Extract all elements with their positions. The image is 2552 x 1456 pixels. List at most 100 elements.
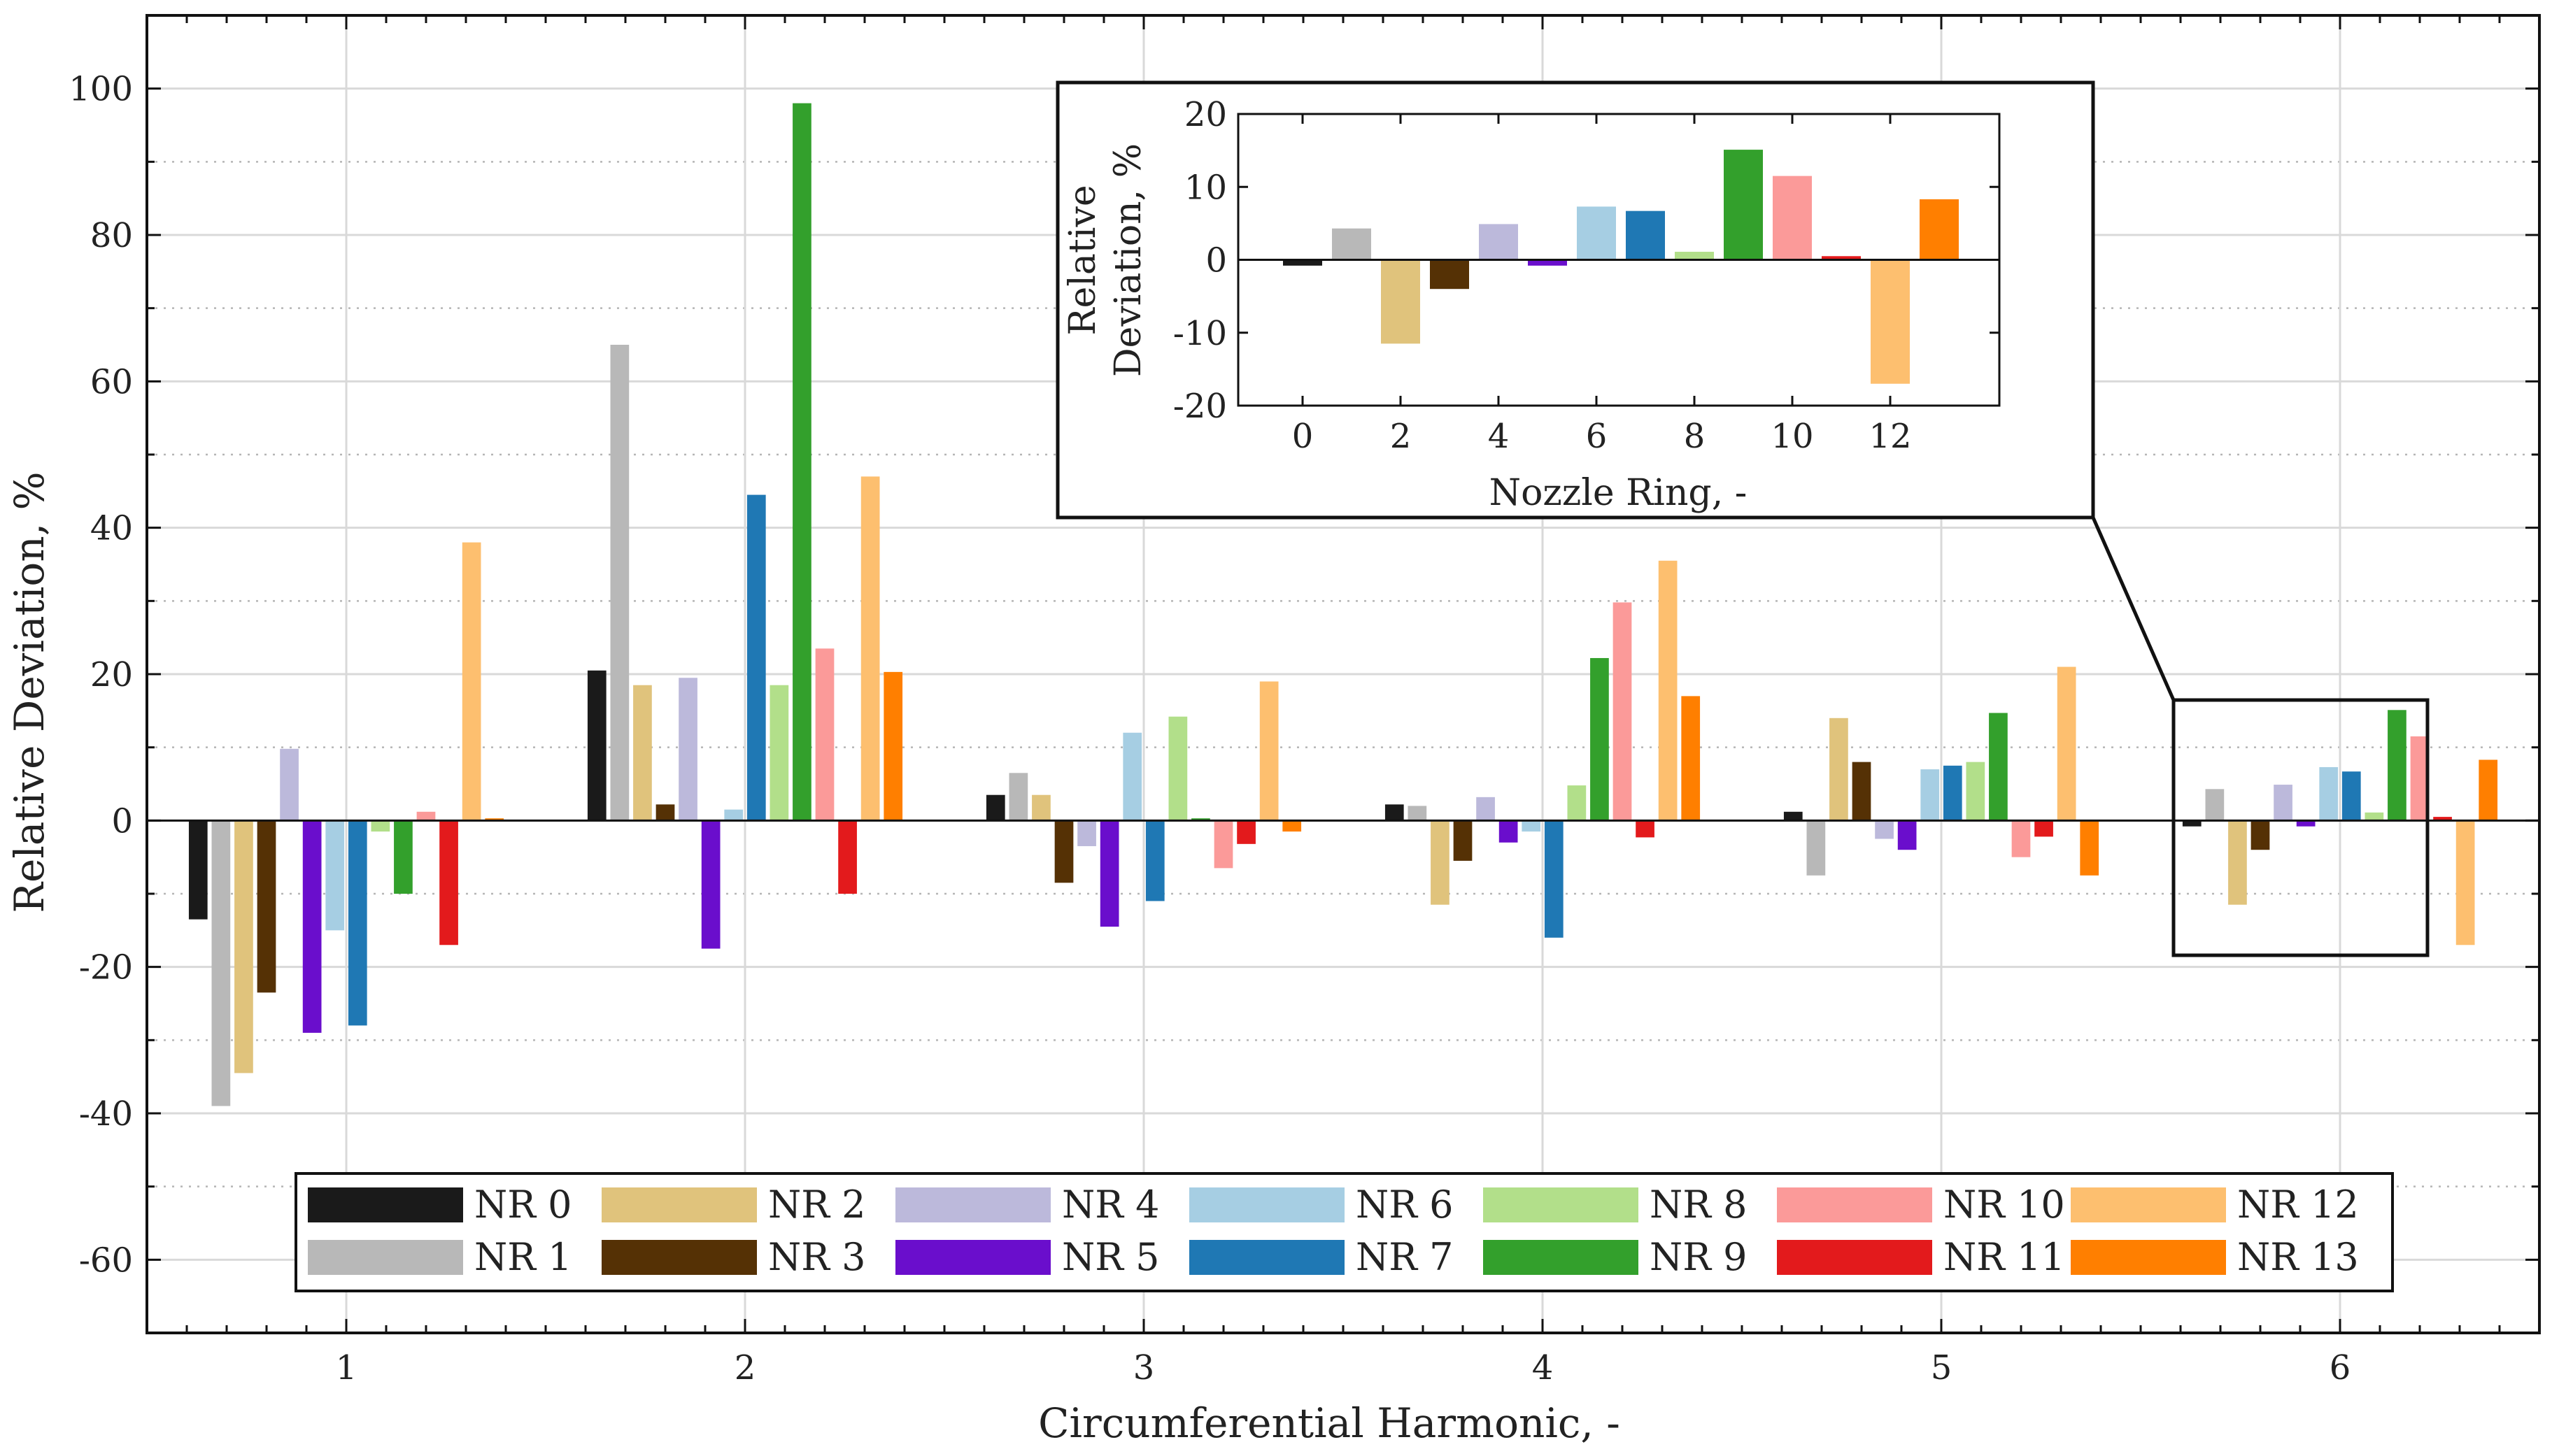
main-y-tick-labels: -60 -40 -20 0 20 40 60 80 100 <box>69 70 133 1280</box>
bar-nr-9-h4 <box>1590 657 1609 821</box>
bar-nr-6-h2 <box>724 809 744 821</box>
zoom-highlight-box <box>2171 698 2430 957</box>
bar-nr-3-h6 <box>2250 820 2270 850</box>
bar-nr-11-h1 <box>439 820 458 945</box>
inset-bars <box>1283 150 1959 384</box>
inset-outer-box <box>1056 80 2095 520</box>
bar-nr-8-h4 <box>1567 785 1587 821</box>
legend-label: NR 9 <box>1650 1235 1747 1279</box>
bar-nr-4-h6 <box>2274 785 2292 821</box>
main-y-axis-label: Relative Deviation, % <box>6 471 53 913</box>
y-tick-label: -20 <box>79 948 133 987</box>
bar-nr-12-h3 <box>1259 681 1279 821</box>
inset-x-tick-label: 12 <box>1869 417 1911 456</box>
bar-nr-2-h5 <box>1829 718 1848 821</box>
bar-nr-5-h5 <box>1897 820 1917 850</box>
bar-nr-6-h6 <box>2319 766 2339 821</box>
bar-nr-7-h2 <box>746 494 766 821</box>
bar-nr-13-h5 <box>2080 820 2099 876</box>
inset-x-tick-label: 4 <box>1488 417 1510 456</box>
bar-nr-5-h6 <box>2296 820 2316 827</box>
inset-bar-nr-10 <box>1773 176 1812 260</box>
y-tick-label: -60 <box>79 1241 133 1280</box>
bar-nr-11-h3 <box>1237 820 1256 844</box>
inset-bar-nr-4 <box>1479 224 1518 260</box>
legend-swatch <box>2071 1187 2226 1222</box>
bar-nr-5-h3 <box>1100 820 1119 927</box>
bar-nr-13-h6 <box>2479 759 2498 821</box>
bar-nr-3-h5 <box>1852 762 1871 821</box>
legend-swatch <box>1777 1187 1932 1222</box>
legend-swatch <box>308 1240 463 1275</box>
bar-nr-8-h5 <box>1966 762 1985 821</box>
bar-nr-2-h1 <box>234 820 253 1073</box>
bar-nr-1-h1 <box>211 820 231 1106</box>
inset-y-tick-label: 20 <box>1184 95 1227 134</box>
inset-tick-marks <box>1238 113 1999 407</box>
bar-nr-4-h4 <box>1476 797 1495 821</box>
inset-bar-nr-6 <box>1577 206 1616 260</box>
legend-swatch <box>895 1240 1051 1275</box>
bar-nr-0-h1 <box>188 820 208 920</box>
bar-nr-12-h1 <box>462 542 481 821</box>
bar-nr-4-h2 <box>679 678 697 821</box>
bar-nr-2-h4 <box>1431 820 1449 905</box>
inset-x-tick-label: 0 <box>1292 417 1314 456</box>
main-grid <box>147 14 2539 1333</box>
bar-nr-1-h4 <box>1408 806 1427 821</box>
y-tick-label: 60 <box>90 362 133 401</box>
legend-swatch <box>308 1187 463 1222</box>
bar-nr-10-h4 <box>1612 602 1632 821</box>
inset-y-tick-label: -20 <box>1173 387 1227 426</box>
bar-nr-5-h4 <box>1498 820 1518 843</box>
inset-bar-nr-7 <box>1626 210 1665 260</box>
bar-nr-0-h5 <box>1783 811 1803 821</box>
inset-chart: -20 -10 0 10 20 0 2 4 6 8 10 12 Nozzle Ring, - Rel… <box>1056 80 2095 520</box>
bar-nr-7-h5 <box>1943 765 1962 821</box>
bar-nr-3-h3 <box>1054 820 1074 883</box>
bar-nr-8-h1 <box>371 820 390 832</box>
bar-nr-7-h3 <box>1145 820 1165 901</box>
zoom-connector-line <box>2091 516 2176 701</box>
bar-nr-10-h1 <box>416 811 436 821</box>
inset-bar-nr-12 <box>1871 259 1910 384</box>
inset-x-tick-label: 2 <box>1390 417 1412 456</box>
inset-x-axis-label: Nozzle Ring, - <box>1489 472 1748 514</box>
legend-label: NR 10 <box>1943 1183 2065 1227</box>
bar-nr-0-h2 <box>587 670 607 821</box>
x-tick-label: 4 <box>1532 1348 1554 1387</box>
bar-nr-5-h1 <box>302 820 322 1033</box>
main-tick-marks <box>147 14 2539 1333</box>
bar-nr-9-h6 <box>2388 710 2406 821</box>
inset-x-tick-labels: 0 2 4 6 8 10 12 <box>1292 417 1912 456</box>
legend-label: NR 0 <box>474 1183 572 1227</box>
bar-nr-13-h1 <box>485 818 504 821</box>
bar-nr-12-h4 <box>1658 560 1678 821</box>
bar-nr-13-h4 <box>1681 696 1701 821</box>
bar-nr-9-h1 <box>394 820 413 894</box>
y-tick-label: 100 <box>69 70 133 109</box>
legend: NR 0 NR 1 NR 2 NR 3 NR 4 NR 5 NR 6 NR 7 NR 8 NR 9… <box>295 1172 2394 1292</box>
inset-bar-nr-11 <box>1822 256 1861 260</box>
bar-nr-8-h3 <box>1168 716 1188 821</box>
bar-nr-4-h5 <box>1875 820 1894 839</box>
bar-nr-1-h6 <box>2205 789 2225 821</box>
bar-nr-6-h1 <box>325 820 345 931</box>
main-x-tick-labels: 1 2 3 4 5 6 <box>336 1348 2351 1387</box>
inset-bar-nr-1 <box>1332 228 1371 260</box>
bar-nr-0-h3 <box>986 794 1005 821</box>
legend-label: NR 6 <box>1356 1183 1453 1227</box>
inset-x-tick-label: 6 <box>1586 417 1608 456</box>
legend-swatch <box>1189 1187 1345 1222</box>
legend-swatch <box>1189 1240 1345 1275</box>
inset-y-tick-label: 10 <box>1184 168 1227 207</box>
bar-nr-2-h6 <box>2228 820 2247 905</box>
bar-nr-9-h3 <box>1191 818 1210 821</box>
bar-nr-12-h6 <box>2455 820 2475 945</box>
bar-nr-10-h5 <box>2011 820 2031 857</box>
x-tick-label: 3 <box>1133 1348 1155 1387</box>
bar-nr-11-h5 <box>2034 820 2053 837</box>
legend-label: NR 2 <box>768 1183 865 1227</box>
bar-nr-10-h3 <box>1214 820 1233 869</box>
bar-nr-1-h2 <box>610 345 630 821</box>
